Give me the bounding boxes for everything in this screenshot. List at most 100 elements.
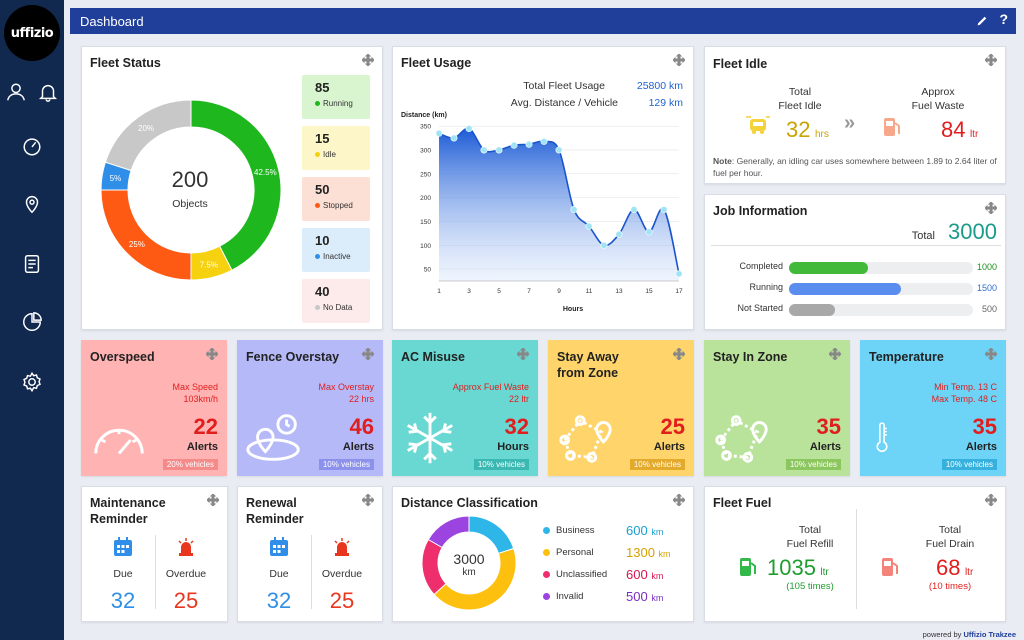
move-icon[interactable] [984,347,998,361]
metric-card-stay-away[interactable]: Stay Away from Zone 25 Alerts 10% vehicle… [548,340,694,476]
user-icon[interactable] [2,78,30,106]
metric-vehicles-badge: 10% vehicles [785,459,841,470]
move-icon[interactable] [984,493,998,507]
fuel-pump-icon [881,115,903,139]
map-pin-icon[interactable] [18,190,46,218]
distance-legend-unclassified[interactable]: Unclassified 600 km [543,567,663,582]
job-row-value: 500 [981,304,997,314]
metric-title: Fence Overstay [246,349,339,365]
distance-legend-invalid[interactable]: Invalid 500 km [543,589,663,604]
overdue-value: 25 [329,588,355,613]
usage-point[interactable] [675,270,683,278]
distance-slice-invalid[interactable] [427,515,470,549]
drain-value-group: 68 ltr [936,555,973,581]
move-icon[interactable] [672,347,686,361]
brand-logo[interactable]: uffizio [4,5,60,61]
job-progress-fill [789,262,869,274]
donut-slice-no-data[interactable] [104,99,192,172]
top-bar: Dashboard ? [70,8,1016,34]
y-tick-label: 50 [424,267,432,274]
zone-icon [555,407,617,469]
pencil-icon[interactable] [976,11,989,30]
y-tick-label: 200 [420,195,431,202]
metric-vehicles-badge: 10% vehicles [629,459,685,470]
move-icon[interactable] [672,493,686,507]
help-button[interactable]: ? [999,11,1008,27]
usage-point[interactable] [555,146,563,154]
usage-point[interactable] [540,137,548,145]
metric-card-fence-overstay[interactable]: Fence Overstay Max Overstay 22 hrs 46 Ale… [237,340,383,476]
metric-sub-1: Min Temp. 13 C [934,382,997,392]
speedometer-icon[interactable] [18,132,46,160]
metric-sub-1: Max Speed [172,382,218,392]
move-icon[interactable] [516,347,530,361]
move-icon[interactable] [205,347,219,361]
usage-point[interactable] [525,140,533,148]
report-icon[interactable] [18,250,46,278]
usage-point[interactable] [630,206,638,214]
status-box-idle[interactable]: 15 Idle [302,126,370,170]
job-progress-track [789,283,973,295]
move-icon[interactable] [984,201,998,215]
usage-point[interactable] [615,230,623,238]
move-icon[interactable] [828,347,842,361]
distance-slice-business[interactable] [468,515,515,555]
metric-card-ac-misuse[interactable]: AC Misuse Approx Fuel Waste 22 ltr 32 Hou… [392,340,538,476]
usage-point[interactable] [570,206,578,214]
move-icon[interactable] [206,493,220,507]
move-icon[interactable] [361,53,375,67]
usage-point[interactable] [645,228,653,236]
status-box-no-data[interactable]: 40 No Data [302,279,370,323]
idle-value: 32 [786,117,811,142]
usage-point[interactable] [450,134,458,142]
metric-card-temperature[interactable]: Temperature Min Temp. 13 C Max Temp. 48 C… [860,340,1006,476]
metric-sub-2: Max Temp. 48 C [931,394,997,404]
metric-unit: Hours [497,441,529,453]
due-value: 32 [266,588,292,613]
usage-point[interactable] [600,241,608,249]
job-total-label: Total [911,230,935,242]
usage-point[interactable] [465,125,473,133]
fleet-status-card: Fleet Status 42.5% 7.5% 25% 5% 20% 200 Objec… [81,46,383,330]
distance-legend-business[interactable]: Business 600 km [543,523,663,538]
idle-car-icon [745,115,771,137]
fuel-drain-icon [879,555,901,584]
status-box-inactive[interactable]: 10 Inactive [302,228,370,272]
move-icon[interactable] [361,493,375,507]
move-icon[interactable] [672,53,686,67]
note-label: Note [713,156,732,166]
settings-icon[interactable] [18,368,46,396]
distance-legend-personal[interactable]: Personal 1300 km [543,545,671,560]
fleet-idle-card: Fleet Idle Total Fleet Idle 32 hrs » App… [704,46,1006,184]
pie-chart-icon[interactable] [18,308,46,336]
metric-card-stay-in-zone[interactable]: Stay In Zone 35 Alerts 10% vehicles [704,340,850,476]
status-box-running[interactable]: 85 Running [302,75,370,119]
job-row-label: Not Started [737,303,783,313]
y-tick-label: 100 [420,243,431,250]
maintenance-reminder-card: Maintenance Reminder Due 32 Overdue 25 [81,486,228,622]
bell-icon[interactable] [34,78,62,106]
metric-value: 46 [349,414,374,439]
usage-point[interactable] [585,222,593,230]
calendar-icon [270,537,288,556]
metric-title-line-1: Stay Away [557,350,619,364]
usage-area [439,128,679,281]
x-tick-label: 9 [557,288,561,295]
usage-point[interactable] [510,141,518,149]
legend-dot [543,527,550,534]
donut-slice-running[interactable] [190,99,282,271]
card-title: Fleet Idle [713,57,768,71]
total-usage-value: 25800 km [636,80,683,92]
move-icon[interactable] [361,347,375,361]
usage-point[interactable] [660,206,668,214]
usage-point[interactable] [435,129,443,137]
logo-text: uffizio [10,25,54,41]
metric-vehicles-badge: 10% vehicles [318,459,374,470]
legend-unit: km [651,571,664,581]
usage-point[interactable] [495,146,503,154]
move-icon[interactable] [984,53,998,67]
usage-point[interactable] [480,146,488,154]
divider [856,509,857,609]
status-box-stopped[interactable]: 50 Stopped [302,177,370,221]
metric-card-overspeed[interactable]: Overspeed Max Speed 103km/h 22 Alerts 20%… [81,340,227,476]
